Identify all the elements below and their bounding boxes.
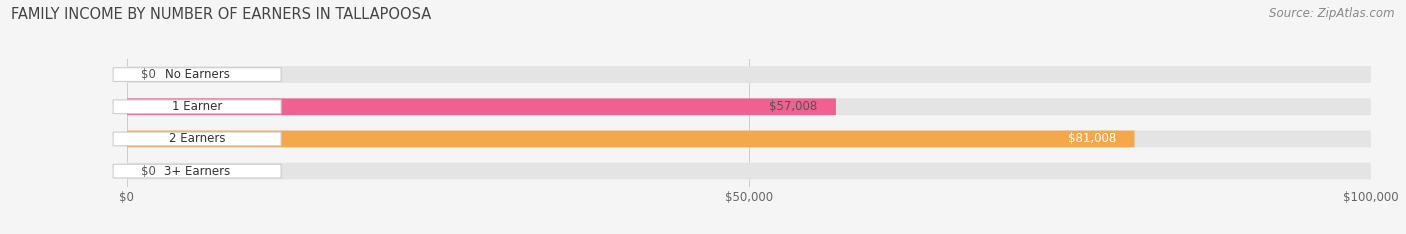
- Text: 2 Earners: 2 Earners: [169, 132, 225, 146]
- Text: $0: $0: [142, 165, 156, 178]
- FancyBboxPatch shape: [112, 132, 281, 146]
- FancyBboxPatch shape: [127, 98, 837, 115]
- Text: No Earners: No Earners: [165, 68, 229, 81]
- FancyBboxPatch shape: [127, 131, 1371, 147]
- Text: $81,008: $81,008: [1067, 132, 1116, 146]
- Text: $57,008: $57,008: [769, 100, 817, 113]
- Text: 3+ Earners: 3+ Earners: [165, 165, 231, 178]
- FancyBboxPatch shape: [127, 98, 1371, 115]
- FancyBboxPatch shape: [127, 163, 1371, 179]
- Text: 1 Earner: 1 Earner: [172, 100, 222, 113]
- FancyBboxPatch shape: [127, 66, 1371, 83]
- FancyBboxPatch shape: [112, 100, 281, 114]
- Text: FAMILY INCOME BY NUMBER OF EARNERS IN TALLAPOOSA: FAMILY INCOME BY NUMBER OF EARNERS IN TA…: [11, 7, 432, 22]
- FancyBboxPatch shape: [112, 68, 281, 81]
- Text: Source: ZipAtlas.com: Source: ZipAtlas.com: [1270, 7, 1395, 20]
- FancyBboxPatch shape: [127, 131, 1135, 147]
- FancyBboxPatch shape: [112, 164, 281, 178]
- Text: $0: $0: [142, 68, 156, 81]
